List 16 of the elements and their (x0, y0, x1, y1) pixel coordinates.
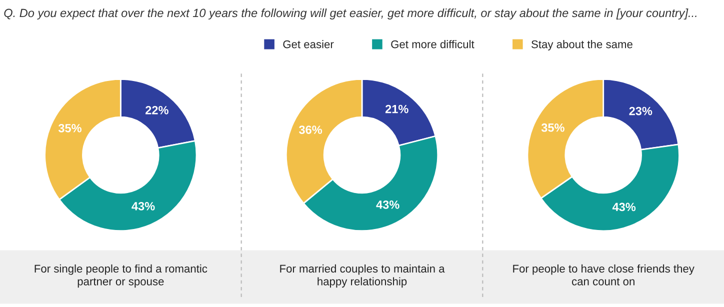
text: For married couples to maintain a happy relationship (280, 264, 445, 288)
data-label: 35% (541, 123, 564, 132)
text: For people to have close friends they can count on (513, 264, 694, 286)
data-label: 43% (376, 200, 400, 209)
data-label: 43% (132, 202, 155, 210)
data-label: 21% (385, 104, 408, 114)
legend-label: Get more difficult (391, 40, 474, 48)
data-label: 35% (58, 124, 82, 132)
text: For single people to find a romantic partner or spouse (34, 264, 208, 288)
data-label: 23% (629, 106, 652, 116)
data-label: 36% (298, 126, 322, 134)
legend-label: Stay about the same (532, 40, 632, 50)
data-label: 43% (612, 202, 636, 212)
data-label: 22% (146, 106, 168, 114)
legend-label: Get easier (283, 40, 334, 48)
chart-title: Q. Do you expect that over the next 10 years the following will get easier, get more difficult, or stay about the same in [your country]... (4, 8, 696, 20)
